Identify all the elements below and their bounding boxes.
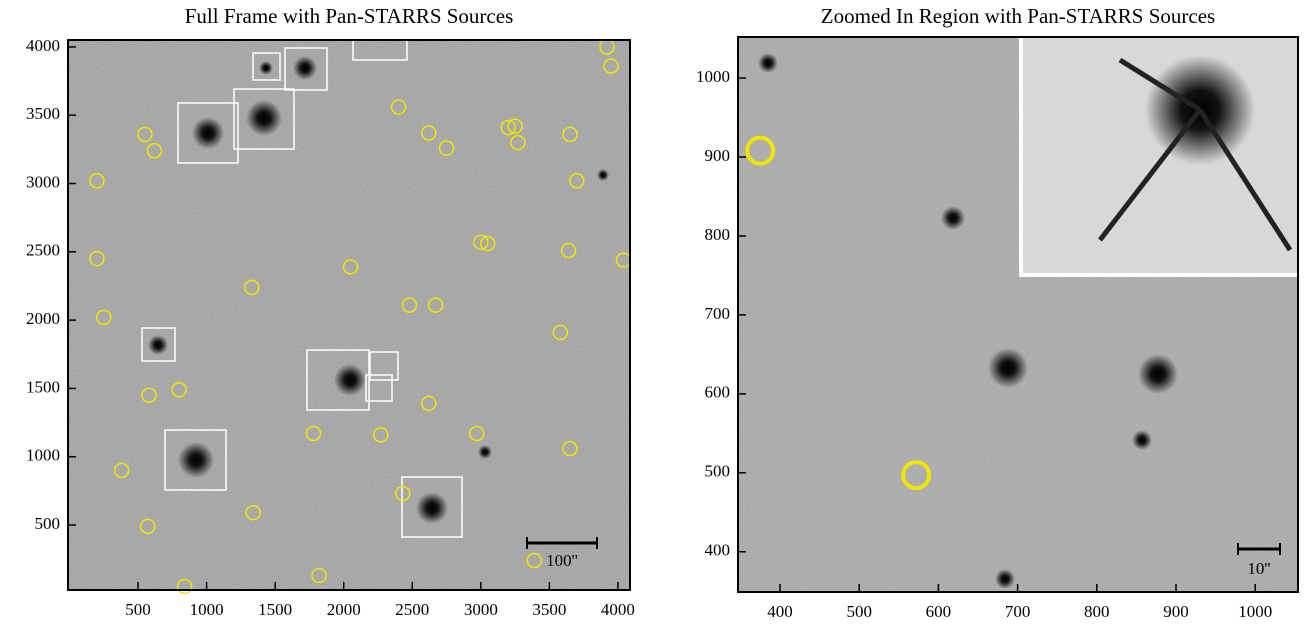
x-tick-label: 500 <box>846 602 872 621</box>
zoom-panel: 10'' Zoomed In Region with Pan-STARRS So… <box>696 4 1299 621</box>
source-marker <box>245 504 261 521</box>
x-tick-label: 700 <box>1005 602 1031 621</box>
source-marker <box>427 297 444 313</box>
source-marker <box>552 324 569 341</box>
source-marker <box>560 242 577 259</box>
x-tick-label: 1500 <box>258 600 292 619</box>
scale-bar-label: 10'' <box>1247 559 1270 578</box>
y-tick-label: 1500 <box>26 377 60 396</box>
x-tick-label: 800 <box>1084 602 1110 621</box>
source-marker <box>394 485 411 502</box>
source-marker <box>244 279 260 296</box>
y-tick-label: 4000 <box>26 36 60 55</box>
y-tick-label: 500 <box>705 462 731 481</box>
source-marker <box>372 427 389 443</box>
y-tick-label: 2500 <box>26 241 60 260</box>
source-marker <box>390 99 407 115</box>
y-tick-label: 1000 <box>26 446 60 465</box>
source-marker <box>438 140 455 156</box>
x-tick-label: 4000 <box>601 600 635 619</box>
x-tick-label: 1000 <box>1238 602 1272 621</box>
y-tick-label: 3000 <box>26 172 60 191</box>
source-marker <box>305 425 322 442</box>
scale-bar-label: 100'' <box>546 551 578 570</box>
y-tick-label: 500 <box>35 514 61 533</box>
source-marker <box>89 173 105 189</box>
y-tick-label: 2000 <box>26 309 60 328</box>
stars <box>758 53 1178 589</box>
y-tick-label: 800 <box>705 225 731 244</box>
source-marker <box>311 567 327 584</box>
y-tick-label: 3500 <box>26 104 60 123</box>
source-marker <box>603 58 619 74</box>
chart-title: Zoomed In Region with Pan-STARRS Sources <box>821 4 1215 28</box>
source-marker <box>146 143 163 159</box>
x-tick-label: 500 <box>125 600 151 619</box>
source-marker <box>141 387 157 403</box>
x-tick-label: 3500 <box>532 600 566 619</box>
inset-border <box>1019 37 1298 277</box>
source-marker <box>176 578 193 595</box>
source-marker <box>420 125 437 141</box>
source-marker <box>479 235 496 252</box>
source-marker <box>562 440 578 457</box>
source-marker <box>562 126 578 143</box>
source-marker <box>526 552 543 569</box>
x-tick-label: 900 <box>1163 602 1189 621</box>
source-marker <box>473 234 489 251</box>
source-marker <box>139 518 156 535</box>
source-marker <box>401 297 418 313</box>
source-marker <box>510 134 526 151</box>
stars <box>148 56 609 524</box>
y-tick-label: 600 <box>705 383 731 402</box>
source-marker <box>507 118 523 134</box>
source-marker <box>901 460 932 491</box>
source-marker <box>96 309 112 326</box>
source-marker <box>342 259 359 275</box>
chart-title: Full Frame with Pan-STARRS Sources <box>185 4 514 28</box>
source-marker <box>171 382 187 398</box>
source-marker <box>113 462 130 479</box>
x-tick-label: 3000 <box>464 600 498 619</box>
x-tick-label: 2500 <box>395 600 429 619</box>
source-marker <box>420 395 437 412</box>
source-marker <box>89 250 105 267</box>
y-tick-label: 900 <box>705 146 731 165</box>
source-marker <box>569 173 585 189</box>
y-tick-label: 400 <box>705 541 731 560</box>
y-tick-label: 700 <box>705 304 731 323</box>
source-marker <box>468 425 485 442</box>
inset-spikes <box>1098 57 1293 252</box>
x-tick-label: 600 <box>926 602 952 621</box>
x-tick-label: 2000 <box>327 600 361 619</box>
full-frame-panel: 100'' Full Frame with Pan-STARRS Sources… <box>26 4 635 619</box>
inset <box>1021 37 1298 275</box>
saturation-boxes <box>141 39 463 538</box>
x-tick-label: 1000 <box>190 600 224 619</box>
source-marker <box>500 119 516 136</box>
y-tick-label: 1000 <box>696 67 730 86</box>
source-marker <box>137 126 153 143</box>
image-noise <box>68 40 630 590</box>
plot-frame <box>67 39 631 591</box>
x-tick-label: 400 <box>767 602 793 621</box>
source-marker <box>745 135 776 166</box>
